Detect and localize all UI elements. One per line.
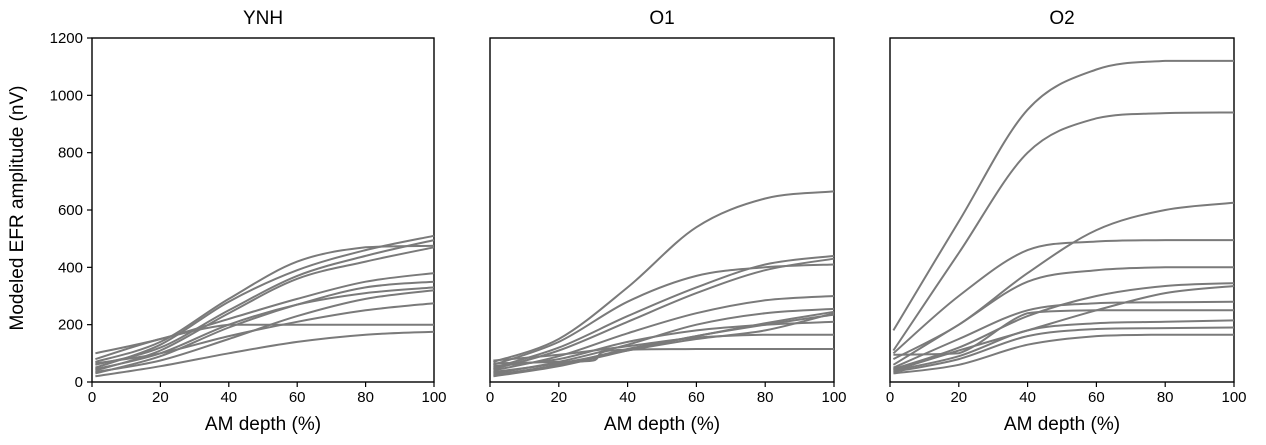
x-tick-label: 60 (289, 389, 306, 406)
x-axis-label-2: AM depth (%) (1004, 414, 1120, 435)
y-tick-label: 800 (58, 145, 83, 162)
x-tick-label: 0 (886, 389, 894, 406)
x-tick-label: 0 (486, 389, 494, 406)
series-line-1-7 (493, 312, 835, 373)
series-line-0-3 (95, 246, 435, 372)
x-tick-label: 100 (1221, 389, 1246, 406)
series-line-1-9 (493, 313, 835, 378)
x-tick-label: 20 (950, 389, 967, 406)
y-tick-label: 400 (58, 259, 83, 276)
y-tick-label: 1000 (50, 87, 83, 104)
series-line-1-0 (493, 190, 835, 363)
series-line-1-1 (493, 263, 835, 366)
x-tick-label: 40 (619, 389, 636, 406)
series-line-1-10 (493, 347, 834, 365)
series-line-2-1 (892, 111, 1235, 352)
series-line-2-7 (893, 309, 1234, 356)
panel-title-0: YNH (243, 8, 283, 29)
y-tick-label: 0 (75, 374, 83, 391)
series-line-1-2 (493, 254, 835, 369)
series-line-2-11 (893, 333, 1234, 375)
x-tick-label: 100 (421, 389, 446, 406)
x-tick-label: 20 (550, 389, 567, 406)
x-axis-label-0: AM depth (%) (205, 414, 321, 435)
x-tick-label: 40 (220, 389, 237, 406)
series-line-1-5 (493, 307, 835, 375)
plot-frame-1 (489, 37, 835, 383)
series-line-2-3 (892, 239, 1234, 355)
x-tick-label: 80 (757, 389, 774, 406)
series-line-2-10 (893, 326, 1235, 373)
x-tick-label: 80 (357, 389, 374, 406)
series-line-1-11 (493, 333, 834, 362)
series-line-0-1 (95, 234, 435, 369)
series-line-2-8 (893, 285, 1235, 372)
series-line-0-10 (95, 330, 435, 378)
series-line-0-5 (95, 272, 435, 355)
series-line-2-4 (892, 266, 1235, 366)
series-line-0-8 (95, 289, 435, 373)
series-line-1-4 (493, 295, 835, 372)
y-axis-label: Modeled EFR amplitude (nV) (7, 86, 28, 331)
series-line-2-0 (892, 59, 1234, 331)
panel-title-2: O2 (1049, 8, 1074, 29)
x-tick-label: 20 (152, 389, 169, 406)
x-tick-label: 0 (88, 389, 96, 406)
x-tick-label: 60 (688, 389, 705, 406)
x-tick-label: 40 (1019, 389, 1036, 406)
plot-frame-2 (889, 37, 1235, 383)
x-tick-label: 100 (821, 389, 846, 406)
series-line-2-9 (893, 319, 1235, 372)
y-tick-label: 200 (58, 317, 83, 334)
y-tick-label: 600 (58, 202, 83, 219)
x-tick-label: 60 (1088, 389, 1105, 406)
series-line-0-9 (95, 302, 435, 365)
series-line-1-3 (493, 257, 835, 371)
plot-frame-0 (91, 37, 435, 383)
y-tick-label: 1200 (50, 30, 83, 47)
series-line-0-6 (95, 280, 435, 375)
series-line-2-6 (892, 300, 1235, 369)
x-axis-label-1: AM depth (%) (604, 414, 720, 435)
panel-title-1: O1 (649, 8, 674, 29)
series-line-0-0 (95, 244, 435, 363)
x-tick-label: 80 (1157, 389, 1174, 406)
series-line-0-2 (95, 239, 435, 366)
